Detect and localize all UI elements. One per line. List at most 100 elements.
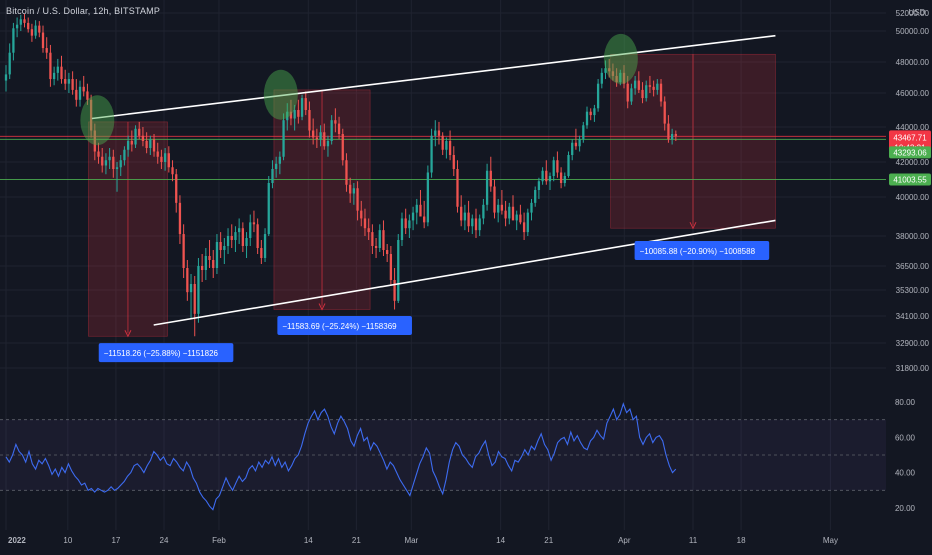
- candle-body: [386, 250, 389, 254]
- candle-body: [393, 280, 396, 301]
- candle-body: [19, 19, 22, 25]
- candle-body: [397, 240, 400, 301]
- time-axis[interactable]: 2022 10 17 24 Feb 14 21 Mar 14 21 Apr 11 18 May: [0, 530, 932, 550]
- price-tick-label: 48000.00: [896, 58, 930, 67]
- candle-body: [600, 72, 603, 84]
- price-tick-label: 52000.00: [896, 9, 930, 18]
- time-tick-label: May: [823, 536, 838, 545]
- candle-body: [282, 120, 285, 157]
- price-level-value: 43293.06: [893, 148, 927, 157]
- candle-body: [134, 128, 137, 145]
- candle-body: [371, 232, 374, 246]
- highlight-circles: [80, 33, 638, 146]
- candle-body: [648, 85, 652, 87]
- trendlines-layer: [91, 34, 776, 326]
- measure-labels: −11518.26 (−25.88%) −1151826 −11583.69 (−…: [98, 241, 770, 363]
- candle-body: [515, 214, 518, 221]
- candle-body: [4, 74, 8, 81]
- candle-body: [485, 170, 489, 205]
- candle-body: [411, 212, 415, 221]
- rsi-panel: [0, 402, 886, 511]
- candle-body: [319, 132, 322, 140]
- candle-body: [64, 79, 67, 84]
- candle-body: [260, 248, 263, 258]
- candle-body: [145, 141, 148, 148]
- candle-body: [630, 88, 633, 102]
- candle-body: [82, 86, 85, 92]
- candle-body: [193, 284, 196, 314]
- candle-body: [197, 266, 200, 314]
- candles-layer: [4, 13, 677, 337]
- candle-body: [363, 218, 367, 229]
- price-tick-label: 34100.00: [896, 312, 930, 321]
- price-tick-label: 32900.00: [896, 339, 930, 348]
- price-level-tag: [889, 173, 931, 186]
- candle-body: [45, 48, 48, 53]
- candle-body: [226, 236, 230, 246]
- price-axis[interactable]: 52000.00 50000.00 48000.00 46000.00 44000.00…: [886, 0, 932, 550]
- price-tick-label: 44000.00: [896, 123, 930, 132]
- candle-body: [596, 83, 600, 109]
- candle-body: [108, 156, 111, 161]
- candle-body: [400, 218, 404, 240]
- candle-body: [15, 24, 19, 29]
- candle-body: [141, 135, 145, 141]
- candle-body: [163, 153, 167, 162]
- candle-body: [563, 176, 566, 183]
- candle-body: [34, 25, 37, 36]
- candle-body: [445, 141, 448, 150]
- candle-body: [52, 72, 56, 80]
- candle-body: [667, 123, 670, 140]
- price-tick-label: 35300.00: [896, 286, 930, 295]
- time-tick-label: 18: [737, 536, 746, 545]
- candle-body: [152, 139, 156, 152]
- price-tick-label: 50000.00: [896, 27, 930, 36]
- candle-body: [249, 222, 252, 238]
- candle-body: [571, 142, 574, 155]
- candle-body: [8, 52, 11, 75]
- price-tick-label: 46000.00: [896, 89, 930, 98]
- candle-body: [27, 22, 30, 30]
- candle-body: [478, 218, 481, 231]
- candle-body: [482, 204, 485, 219]
- candle-body: [252, 222, 256, 225]
- time-tick-label: 21: [352, 536, 361, 545]
- candle-body: [23, 19, 26, 23]
- candle-body: [637, 80, 640, 90]
- time-tick-label: 2022: [8, 536, 26, 545]
- candle-body: [467, 212, 470, 227]
- time-tick-label: 11: [689, 536, 698, 545]
- trendline: [91, 34, 776, 120]
- candle-body: [426, 172, 430, 223]
- candle-body: [230, 236, 233, 240]
- measure-boxes: [88, 53, 776, 338]
- candle-body: [497, 204, 500, 213]
- currency-label: USD: [909, 8, 926, 17]
- candle-body: [504, 210, 507, 219]
- candle-body: [574, 142, 578, 147]
- candle-body: [537, 181, 541, 190]
- candle-body: [267, 183, 270, 235]
- candle-body: [123, 149, 126, 161]
- rsi-tick-label: 60.00: [895, 433, 916, 442]
- candle-body: [556, 160, 559, 173]
- candle-body: [337, 123, 341, 134]
- candle-body: [434, 130, 437, 136]
- candle-body: [138, 128, 141, 136]
- candle-body: [522, 222, 526, 233]
- measure-arrow-head: [689, 221, 697, 230]
- candle-body: [341, 134, 344, 161]
- candle-body: [493, 186, 496, 213]
- candle-body: [526, 212, 529, 233]
- price-tick-label: 38000.00: [896, 232, 930, 241]
- candle-body: [167, 153, 170, 168]
- candle-body: [608, 68, 611, 72]
- candle-body: [215, 242, 219, 268]
- candle-body: [223, 246, 226, 250]
- candle-body: [352, 188, 356, 194]
- time-tick-label: 17: [111, 536, 120, 545]
- price-tick-label: 40000.00: [896, 193, 930, 202]
- time-tick-label: 21: [544, 536, 553, 545]
